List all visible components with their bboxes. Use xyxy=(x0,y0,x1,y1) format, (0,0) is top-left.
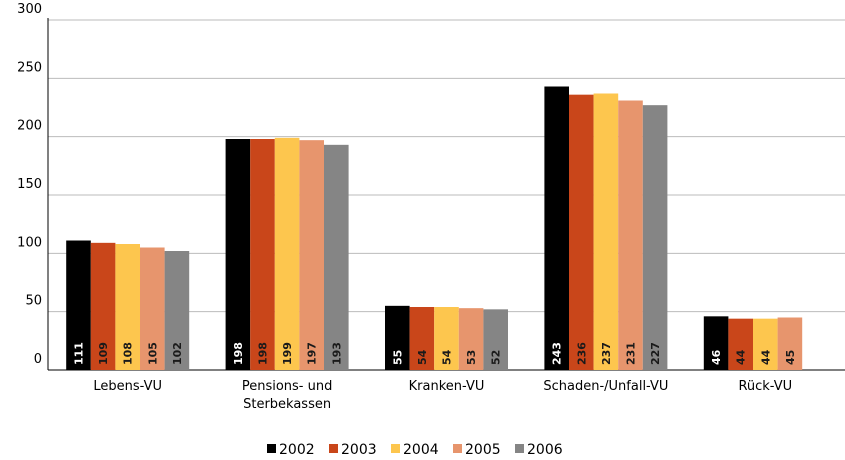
bar xyxy=(299,140,324,370)
data-label: 54 xyxy=(416,349,429,365)
data-label: 111 xyxy=(73,342,86,365)
bar xyxy=(274,137,300,370)
data-label: 197 xyxy=(306,342,319,365)
x-tick-label: Rück-VU xyxy=(738,379,793,394)
data-label: 198 xyxy=(232,342,245,365)
legend-swatch xyxy=(391,444,400,453)
bar xyxy=(90,242,116,370)
legend-label: 2002 xyxy=(279,442,315,458)
x-tick-label: Schaden-/Unfall-VU xyxy=(543,379,669,394)
bar xyxy=(66,240,91,370)
bar xyxy=(642,105,668,371)
data-label: 231 xyxy=(625,342,638,365)
legend-label: 2006 xyxy=(527,442,563,458)
data-label: 108 xyxy=(122,342,135,365)
bar xyxy=(385,305,410,370)
bar xyxy=(483,309,508,370)
legend-swatch xyxy=(453,444,462,453)
data-label: 199 xyxy=(281,342,294,365)
data-label: 105 xyxy=(146,342,159,365)
data-label: 193 xyxy=(330,342,343,365)
data-label: 236 xyxy=(575,342,588,365)
data-label: 44 xyxy=(759,349,772,365)
x-tick-label: Lebens-VU xyxy=(93,379,162,394)
bar xyxy=(703,316,729,370)
bar xyxy=(140,247,165,370)
legend-swatch xyxy=(267,444,276,453)
y-tick-label: 50 xyxy=(25,294,42,309)
bar xyxy=(458,308,484,370)
y-tick-label: 200 xyxy=(17,119,42,134)
y-tick-label: 250 xyxy=(17,60,42,75)
data-label: 243 xyxy=(551,342,564,365)
y-tick-label: 0 xyxy=(34,352,42,367)
data-label: 102 xyxy=(171,342,184,365)
bar xyxy=(569,94,594,371)
bar xyxy=(593,93,619,370)
data-label: 55 xyxy=(391,350,404,365)
data-label: 109 xyxy=(97,342,110,365)
data-label: 53 xyxy=(465,350,478,365)
data-label: 227 xyxy=(649,342,662,365)
legend-swatch xyxy=(515,444,524,453)
bar xyxy=(164,251,190,370)
bar xyxy=(250,139,275,370)
bar xyxy=(544,86,569,370)
bar xyxy=(409,307,435,370)
bar xyxy=(728,318,753,370)
bar xyxy=(115,244,140,370)
data-label: 54 xyxy=(441,349,454,365)
legend-label: 2004 xyxy=(403,442,439,458)
x-tick-label: Pensions- und Sterbekassen xyxy=(241,379,333,412)
y-tick-label: 100 xyxy=(17,235,42,250)
data-label: 198 xyxy=(257,342,270,365)
bar xyxy=(324,144,349,370)
y-tick-label: 150 xyxy=(17,177,42,192)
x-tick-label: Kranken-VU xyxy=(408,379,485,394)
bar xyxy=(434,307,459,370)
legend-swatch xyxy=(329,444,338,453)
bar xyxy=(777,317,803,370)
data-label: 46 xyxy=(710,349,723,365)
y-tick-label: 300 xyxy=(17,2,42,17)
data-label: 52 xyxy=(490,350,503,365)
legend-label: 2003 xyxy=(341,442,377,458)
bar xyxy=(753,318,778,370)
bar xyxy=(225,139,251,370)
data-label: 44 xyxy=(735,349,748,365)
bar xyxy=(618,100,643,370)
legend-label: 2005 xyxy=(465,442,501,458)
data-label: 237 xyxy=(600,342,613,365)
data-label: 45 xyxy=(784,350,797,365)
